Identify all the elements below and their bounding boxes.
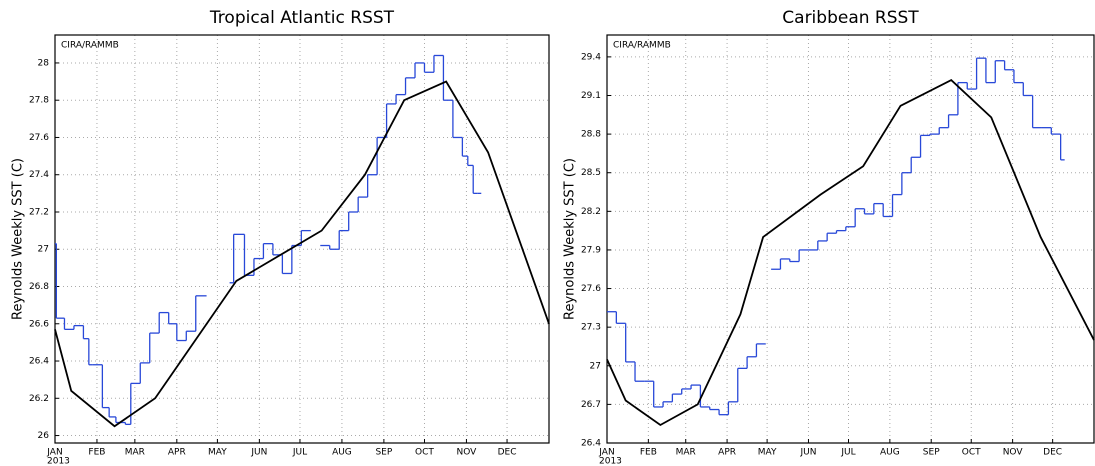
- y-tick-label: 26.4: [29, 357, 49, 367]
- x-tick-label: DEC: [498, 448, 517, 458]
- y-tick-label: 26.7: [581, 400, 601, 410]
- x-tick-label: JUL: [840, 448, 855, 458]
- y-tick-label: 27.2: [29, 207, 49, 217]
- y-tick-label: 27.8: [29, 96, 49, 106]
- x-tick-label: JUN: [799, 448, 816, 458]
- x-tick-label: FEB: [88, 448, 105, 458]
- x-tick-label: NOV: [1003, 448, 1024, 458]
- y-tick-label: 27.6: [29, 133, 49, 143]
- line: [606, 78, 1095, 427]
- x-tick-label: MAY: [758, 448, 777, 458]
- x-tick-label: APR: [718, 448, 736, 458]
- y-tick-label: 26.2: [29, 394, 49, 404]
- x-tick-label: OCT: [415, 448, 434, 458]
- x-sublabel: 2013: [47, 457, 70, 466]
- x-tick-label: APR: [168, 448, 186, 458]
- line: [54, 80, 550, 428]
- y-tick-label: 26.4: [581, 439, 601, 449]
- y-tick-label: 27.9: [581, 245, 601, 255]
- x-tick-label: MAR: [676, 448, 696, 458]
- x-tick-label: DEC: [1043, 448, 1062, 458]
- x-tick-label: MAR: [125, 448, 145, 458]
- x-tick-label: JUL: [292, 448, 307, 458]
- y-axis-label: Reynolds Weekly SST (C): [11, 158, 26, 320]
- y-tick-label: 29.1: [581, 91, 601, 101]
- y-tick-label: 28: [38, 58, 50, 68]
- y-axis-label: Reynolds Weekly SST (C): [563, 158, 578, 320]
- plot-frame: [54, 34, 550, 444]
- chart: Caribbean RSST Reynolds Weekly SST (C) 26.…: [563, 8, 1095, 466]
- x-tick-label: SEP: [375, 448, 392, 458]
- y-tick-label: 29.4: [581, 52, 601, 62]
- y-tick-label: 26: [38, 431, 50, 441]
- y-tick-label: 28.5: [581, 168, 601, 178]
- x-tick-label: NOV: [457, 448, 478, 458]
- x-sublabel: 2013: [599, 457, 622, 466]
- x-tick-label: FEB: [640, 448, 657, 458]
- y-tick-label: 27.3: [581, 323, 601, 333]
- chart-title: Caribbean RSST: [782, 8, 919, 28]
- x-tick-label: AUG: [880, 448, 900, 458]
- y-tick-label: 27: [590, 361, 601, 371]
- y-tick-label: 28.2: [581, 207, 601, 217]
- chart: Tropical Atlantic RSST Reynolds Weekly SS…: [11, 8, 550, 466]
- x-tick-label: SEP: [923, 448, 940, 458]
- y-tick-label: 28.8: [581, 130, 601, 140]
- y-tick-label: 27.4: [29, 170, 49, 180]
- plot-frame: [606, 34, 1095, 444]
- x-tick-label: JUN: [250, 448, 267, 458]
- x-tick-label: JAN: [598, 448, 614, 458]
- chart-title: Tropical Atlantic RSST: [209, 8, 395, 28]
- annotation: CIRA/RAMMB: [61, 41, 119, 51]
- y-tick-label: 27.6: [581, 284, 601, 294]
- y-tick-label: 26.6: [29, 319, 49, 329]
- x-tick-label: MAY: [208, 448, 227, 458]
- x-tick-label: JAN: [46, 448, 62, 458]
- x-tick-label: OCT: [962, 448, 981, 458]
- annotation: CIRA/RAMMB: [613, 41, 671, 51]
- y-tick-label: 27: [38, 245, 49, 255]
- x-tick-label: AUG: [332, 448, 352, 458]
- y-tick-label: 26.8: [29, 282, 49, 292]
